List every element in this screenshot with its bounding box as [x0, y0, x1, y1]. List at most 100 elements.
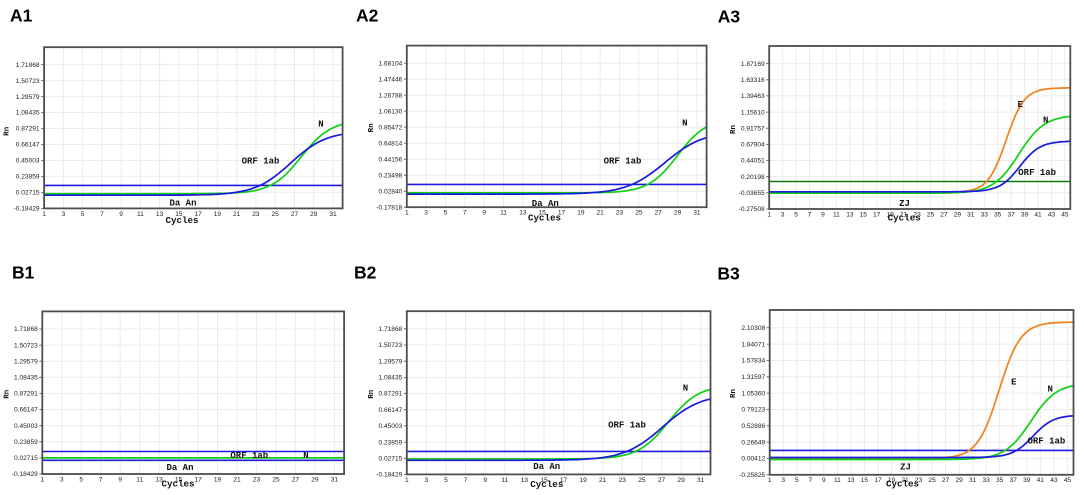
svg-text:7: 7 [808, 477, 812, 484]
svg-text:21: 21 [597, 210, 605, 217]
svg-text:Da An: Da An [532, 199, 559, 209]
svg-text:0.79123: 0.79123 [741, 407, 765, 414]
svg-text:45: 45 [1064, 477, 1072, 484]
svg-text:19: 19 [579, 477, 587, 484]
svg-text:N: N [683, 384, 688, 394]
svg-text:35: 35 [996, 477, 1004, 484]
svg-text:21: 21 [599, 477, 607, 484]
svg-text:1.50723: 1.50723 [16, 78, 40, 85]
svg-text:1: 1 [405, 210, 409, 217]
svg-text:1.68104: 1.68104 [378, 60, 402, 67]
svg-text:11: 11 [500, 210, 507, 217]
svg-text:17: 17 [194, 476, 202, 483]
svg-text:11: 11 [136, 476, 143, 483]
svg-text:27: 27 [655, 210, 663, 217]
svg-text:1.29579: 1.29579 [14, 358, 38, 365]
svg-text:27: 27 [942, 477, 950, 484]
svg-text:29: 29 [310, 211, 318, 218]
svg-text:B2: B2 [354, 263, 377, 283]
svg-text:37: 37 [1008, 211, 1016, 218]
svg-text:0.87291: 0.87291 [14, 391, 38, 398]
svg-text:25: 25 [272, 211, 280, 218]
svg-text:1.31597: 1.31597 [741, 374, 765, 381]
svg-text:13: 13 [846, 211, 854, 218]
svg-text:1: 1 [40, 476, 44, 483]
svg-text:19: 19 [888, 477, 896, 484]
svg-text:31: 31 [331, 476, 339, 483]
svg-text:0.87291: 0.87291 [16, 126, 40, 133]
svg-text:Cycles: Cycles [886, 479, 919, 490]
svg-text:0.23859: 0.23859 [16, 174, 40, 181]
svg-text:25: 25 [928, 477, 936, 484]
svg-text:9: 9 [482, 210, 486, 217]
svg-text:23: 23 [913, 211, 921, 218]
svg-text:21: 21 [900, 211, 908, 218]
svg-text:31: 31 [967, 211, 975, 218]
svg-text:9: 9 [118, 476, 122, 483]
svg-text:11: 11 [833, 211, 840, 218]
svg-text:9: 9 [483, 477, 487, 484]
svg-text:B1: B1 [12, 263, 35, 283]
svg-text:13: 13 [155, 476, 163, 483]
svg-text:3: 3 [781, 211, 785, 218]
svg-text:Da An: Da An [169, 199, 196, 209]
svg-text:37: 37 [1010, 477, 1018, 484]
svg-text:3: 3 [62, 211, 66, 218]
svg-text:29: 29 [311, 476, 319, 483]
svg-text:Cycles: Cycles [530, 479, 563, 490]
svg-text:0.44051: 0.44051 [741, 158, 765, 165]
svg-text:Rn: Rn [368, 389, 376, 399]
svg-text:35: 35 [994, 211, 1002, 218]
svg-text:-0.18429: -0.18429 [14, 206, 40, 213]
svg-text:13: 13 [521, 477, 529, 484]
svg-text:1.84071: 1.84071 [741, 341, 765, 348]
svg-text:A1: A1 [10, 6, 33, 26]
svg-text:17: 17 [873, 211, 881, 218]
svg-text:1.47446: 1.47446 [378, 76, 402, 83]
svg-text:25: 25 [272, 476, 280, 483]
svg-text:1: 1 [767, 211, 771, 218]
svg-text:ZJ: ZJ [900, 463, 911, 473]
svg-text:5: 5 [795, 477, 799, 484]
svg-text:5: 5 [79, 476, 83, 483]
svg-text:7: 7 [808, 211, 812, 218]
svg-text:25: 25 [927, 211, 935, 218]
svg-text:9: 9 [119, 211, 123, 218]
svg-text:1: 1 [42, 211, 46, 218]
svg-text:23: 23 [619, 477, 627, 484]
svg-text:39: 39 [1023, 477, 1031, 484]
svg-text:Rn: Rn [4, 126, 12, 136]
svg-text:23: 23 [253, 476, 261, 483]
svg-text:13: 13 [847, 477, 855, 484]
svg-text:13: 13 [519, 210, 527, 217]
svg-text:-0.27508: -0.27508 [739, 206, 765, 213]
svg-text:Cycles: Cycles [165, 215, 198, 226]
svg-text:ORF 1ab: ORF 1ab [608, 421, 646, 431]
svg-text:5: 5 [81, 211, 85, 218]
svg-text:15: 15 [861, 477, 869, 484]
svg-text:41: 41 [1034, 211, 1042, 218]
svg-text:-0.18429: -0.18429 [12, 471, 38, 478]
svg-text:1.71868: 1.71868 [16, 62, 40, 69]
svg-text:27: 27 [940, 211, 948, 218]
svg-text:0.26649: 0.26649 [741, 439, 765, 446]
svg-text:23: 23 [616, 210, 624, 217]
svg-text:23: 23 [252, 211, 260, 218]
svg-text:0.23498: 0.23498 [378, 172, 402, 179]
svg-text:1.29579: 1.29579 [378, 358, 402, 365]
svg-text:9: 9 [821, 211, 825, 218]
svg-text:0.02715: 0.02715 [16, 190, 40, 197]
svg-text:E: E [1011, 377, 1017, 387]
svg-text:13: 13 [156, 211, 164, 218]
svg-text:21: 21 [233, 476, 241, 483]
svg-text:1.29579: 1.29579 [16, 94, 40, 101]
svg-text:0.66147: 0.66147 [378, 407, 402, 414]
svg-text:E: E [1017, 100, 1023, 110]
svg-text:-0.25825: -0.25825 [739, 472, 765, 479]
svg-text:3: 3 [425, 477, 429, 484]
svg-text:ORF 1ab: ORF 1ab [1018, 168, 1056, 178]
svg-text:3: 3 [424, 210, 428, 217]
svg-text:ORF 1ab: ORF 1ab [604, 157, 642, 167]
svg-text:39: 39 [1021, 211, 1029, 218]
svg-text:0.66147: 0.66147 [16, 142, 40, 149]
